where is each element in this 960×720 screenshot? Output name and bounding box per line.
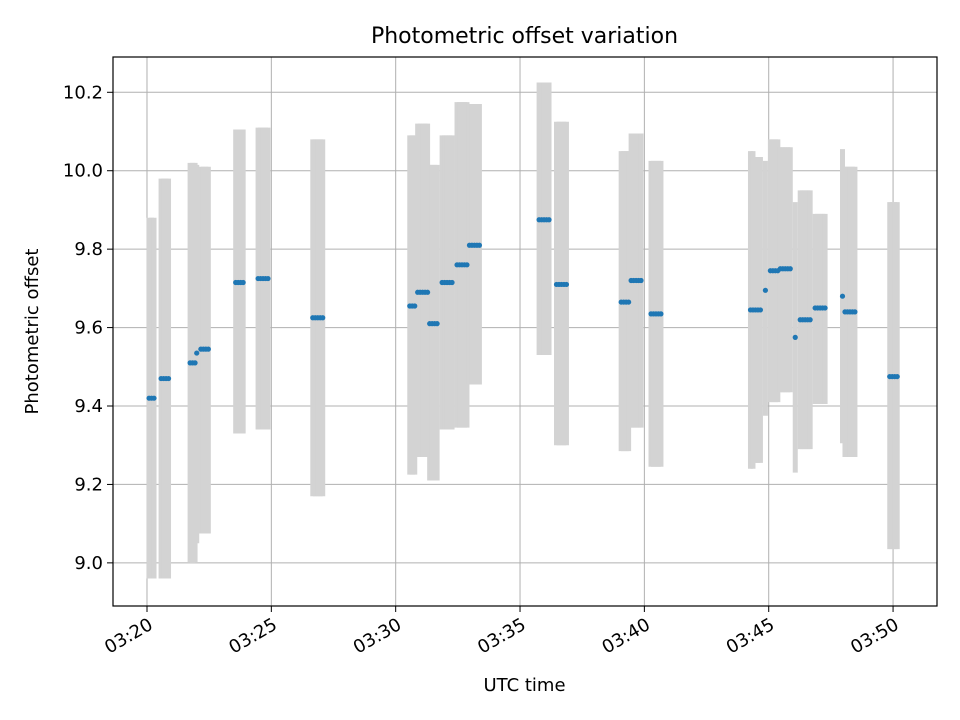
y-tick-label: 9.0 bbox=[74, 553, 103, 574]
y-axis-ticks: 9.0 9.2 9.4 9.6 9.8 10.0 10.2 bbox=[63, 82, 113, 574]
data-point bbox=[894, 373, 900, 380]
data-point bbox=[787, 266, 793, 272]
data-point bbox=[240, 279, 246, 286]
y-tick-label: 9.2 bbox=[74, 474, 103, 495]
data-point bbox=[546, 217, 552, 223]
data-point bbox=[151, 395, 157, 401]
data-point bbox=[563, 281, 570, 288]
data-point bbox=[626, 299, 632, 305]
chart-title: Photometric offset variation bbox=[371, 24, 678, 49]
data-point bbox=[434, 321, 440, 327]
data-point bbox=[464, 262, 470, 268]
y-tick-label: 9.4 bbox=[74, 396, 103, 417]
data-point bbox=[165, 375, 172, 382]
data-point bbox=[839, 293, 846, 299]
y-tick-label: 10.2 bbox=[63, 82, 103, 103]
data-point bbox=[807, 317, 813, 323]
data-point bbox=[757, 307, 764, 313]
plot-frame bbox=[112, 56, 938, 607]
grid bbox=[113, 57, 937, 606]
data-point bbox=[424, 289, 431, 295]
data-points bbox=[146, 217, 900, 401]
data-point bbox=[449, 279, 455, 286]
data-point bbox=[822, 305, 828, 311]
data-point bbox=[194, 350, 200, 356]
data-point bbox=[192, 360, 198, 366]
data-point bbox=[852, 309, 858, 315]
y-tick-label: 9.6 bbox=[74, 318, 103, 339]
y-tick-label: 10.0 bbox=[63, 161, 103, 182]
data-point bbox=[476, 242, 483, 248]
data-point bbox=[792, 334, 798, 340]
data-point bbox=[762, 287, 769, 293]
y-tick-label: 9.8 bbox=[74, 239, 103, 260]
x-axis-label: UTC time bbox=[483, 675, 565, 696]
y-axis-label: Photometric offset bbox=[22, 249, 43, 415]
data-point bbox=[412, 303, 418, 309]
data-point bbox=[658, 311, 664, 317]
data-point bbox=[320, 315, 326, 321]
data-point bbox=[265, 275, 271, 282]
data-point bbox=[205, 346, 211, 352]
data-point bbox=[638, 277, 644, 284]
